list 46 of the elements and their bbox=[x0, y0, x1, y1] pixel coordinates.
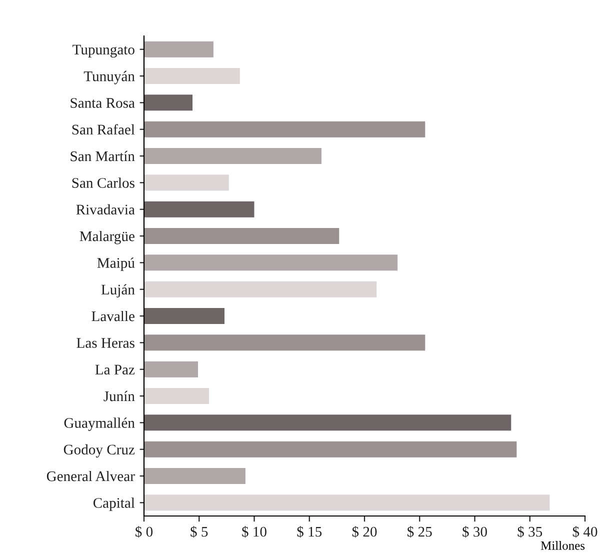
y-tick-label: Tunuyán bbox=[84, 70, 135, 84]
bar bbox=[144, 68, 240, 84]
bar bbox=[144, 414, 512, 431]
bar bbox=[144, 441, 517, 458]
bar bbox=[144, 494, 550, 511]
x-tick-label: $ 0 bbox=[136, 526, 153, 538]
bar bbox=[144, 94, 193, 111]
bar bbox=[144, 41, 214, 58]
y-tick-label: General Alvear bbox=[46, 470, 135, 482]
y-tick-label: Malargüe bbox=[80, 230, 134, 244]
y-tick-label: San Rafael bbox=[72, 124, 135, 135]
bar bbox=[144, 361, 198, 378]
bar bbox=[144, 334, 426, 351]
x-tick-label: $ 30 bbox=[462, 526, 487, 538]
bar bbox=[144, 228, 340, 244]
x-tick-label: $ 5 bbox=[190, 526, 208, 538]
x-axis-title: Millones bbox=[540, 541, 585, 550]
bar bbox=[144, 174, 229, 191]
x-tick-label: $ 35 bbox=[518, 526, 542, 538]
bar bbox=[144, 468, 246, 484]
y-tick-label: Godoy Cruz bbox=[64, 444, 135, 458]
y-tick-label: San Martín bbox=[70, 150, 135, 162]
x-tick-label: $ 40 bbox=[572, 526, 598, 538]
bar bbox=[144, 281, 377, 298]
y-tick-label: Santa Rosa bbox=[70, 98, 135, 108]
x-tick-label: $ 25 bbox=[407, 526, 432, 538]
y-tick-label: La Paz bbox=[95, 364, 135, 375]
y-tick-label: Junín bbox=[104, 390, 135, 402]
bar bbox=[144, 121, 426, 138]
y-tick-label: Rivadavia bbox=[76, 204, 135, 215]
y-tick-label: Tupungato bbox=[72, 44, 134, 58]
x-tick-label: $ 10 bbox=[242, 526, 266, 538]
y-tick-label: San Carlos bbox=[72, 178, 134, 188]
y-tick-label: Las Heras bbox=[76, 338, 134, 348]
y-tick-label: Guaymallén bbox=[64, 418, 135, 431]
y-tick-label: Luján bbox=[101, 284, 135, 298]
x-tick-label: $ 20 bbox=[352, 526, 377, 538]
y-tick-label: Capital bbox=[93, 498, 135, 511]
bar bbox=[144, 201, 254, 218]
bar bbox=[144, 254, 398, 271]
y-tick-label: Lavalle bbox=[92, 310, 134, 322]
bar bbox=[144, 148, 322, 164]
bar bbox=[144, 388, 210, 404]
x-tick-label: $ 15 bbox=[297, 526, 322, 538]
y-tick-label: Maipú bbox=[97, 258, 135, 271]
bar bbox=[144, 308, 224, 324]
